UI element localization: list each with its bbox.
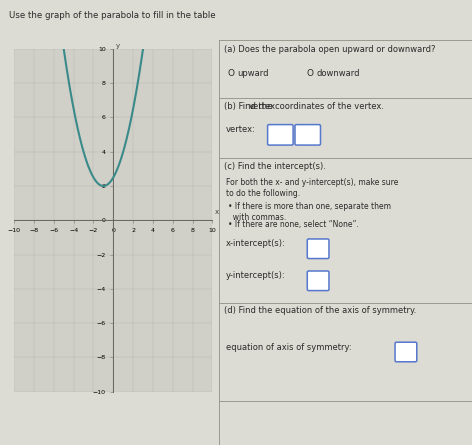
Text: downward: downward bbox=[316, 69, 360, 78]
Text: • If there are none, select “None”.: • If there are none, select “None”. bbox=[228, 220, 358, 229]
Text: (b) Find the coordinates of the vertex.: (b) Find the coordinates of the vertex. bbox=[224, 102, 384, 111]
Text: x: x bbox=[214, 209, 219, 214]
Text: y-intercept(s):: y-intercept(s): bbox=[226, 271, 285, 280]
Text: O: O bbox=[228, 69, 235, 78]
Text: vertex:: vertex: bbox=[226, 125, 255, 134]
Text: equation of axis of symmetry:: equation of axis of symmetry: bbox=[226, 343, 351, 352]
Text: • If there is more than one, separate them
  with commas.: • If there is more than one, separate th… bbox=[228, 202, 390, 222]
Text: Use the graph of the parabola to fill in the table: Use the graph of the parabola to fill in… bbox=[9, 11, 216, 20]
Text: x-intercept(s):: x-intercept(s): bbox=[226, 239, 286, 248]
Text: O: O bbox=[307, 69, 314, 78]
Text: y: y bbox=[116, 43, 120, 49]
Text: vertex: vertex bbox=[249, 102, 276, 111]
Text: (d) Find the equation of the axis of symmetry.: (d) Find the equation of the axis of sym… bbox=[224, 306, 417, 315]
Text: (c) Find the intercept(s).: (c) Find the intercept(s). bbox=[224, 162, 326, 170]
Text: For both the x- and y-intercept(s), make sure
to do the following.: For both the x- and y-intercept(s), make… bbox=[226, 178, 398, 198]
Text: (a) Does the parabola open upward or downward?: (a) Does the parabola open upward or dow… bbox=[224, 44, 436, 53]
Text: upward: upward bbox=[237, 69, 269, 78]
